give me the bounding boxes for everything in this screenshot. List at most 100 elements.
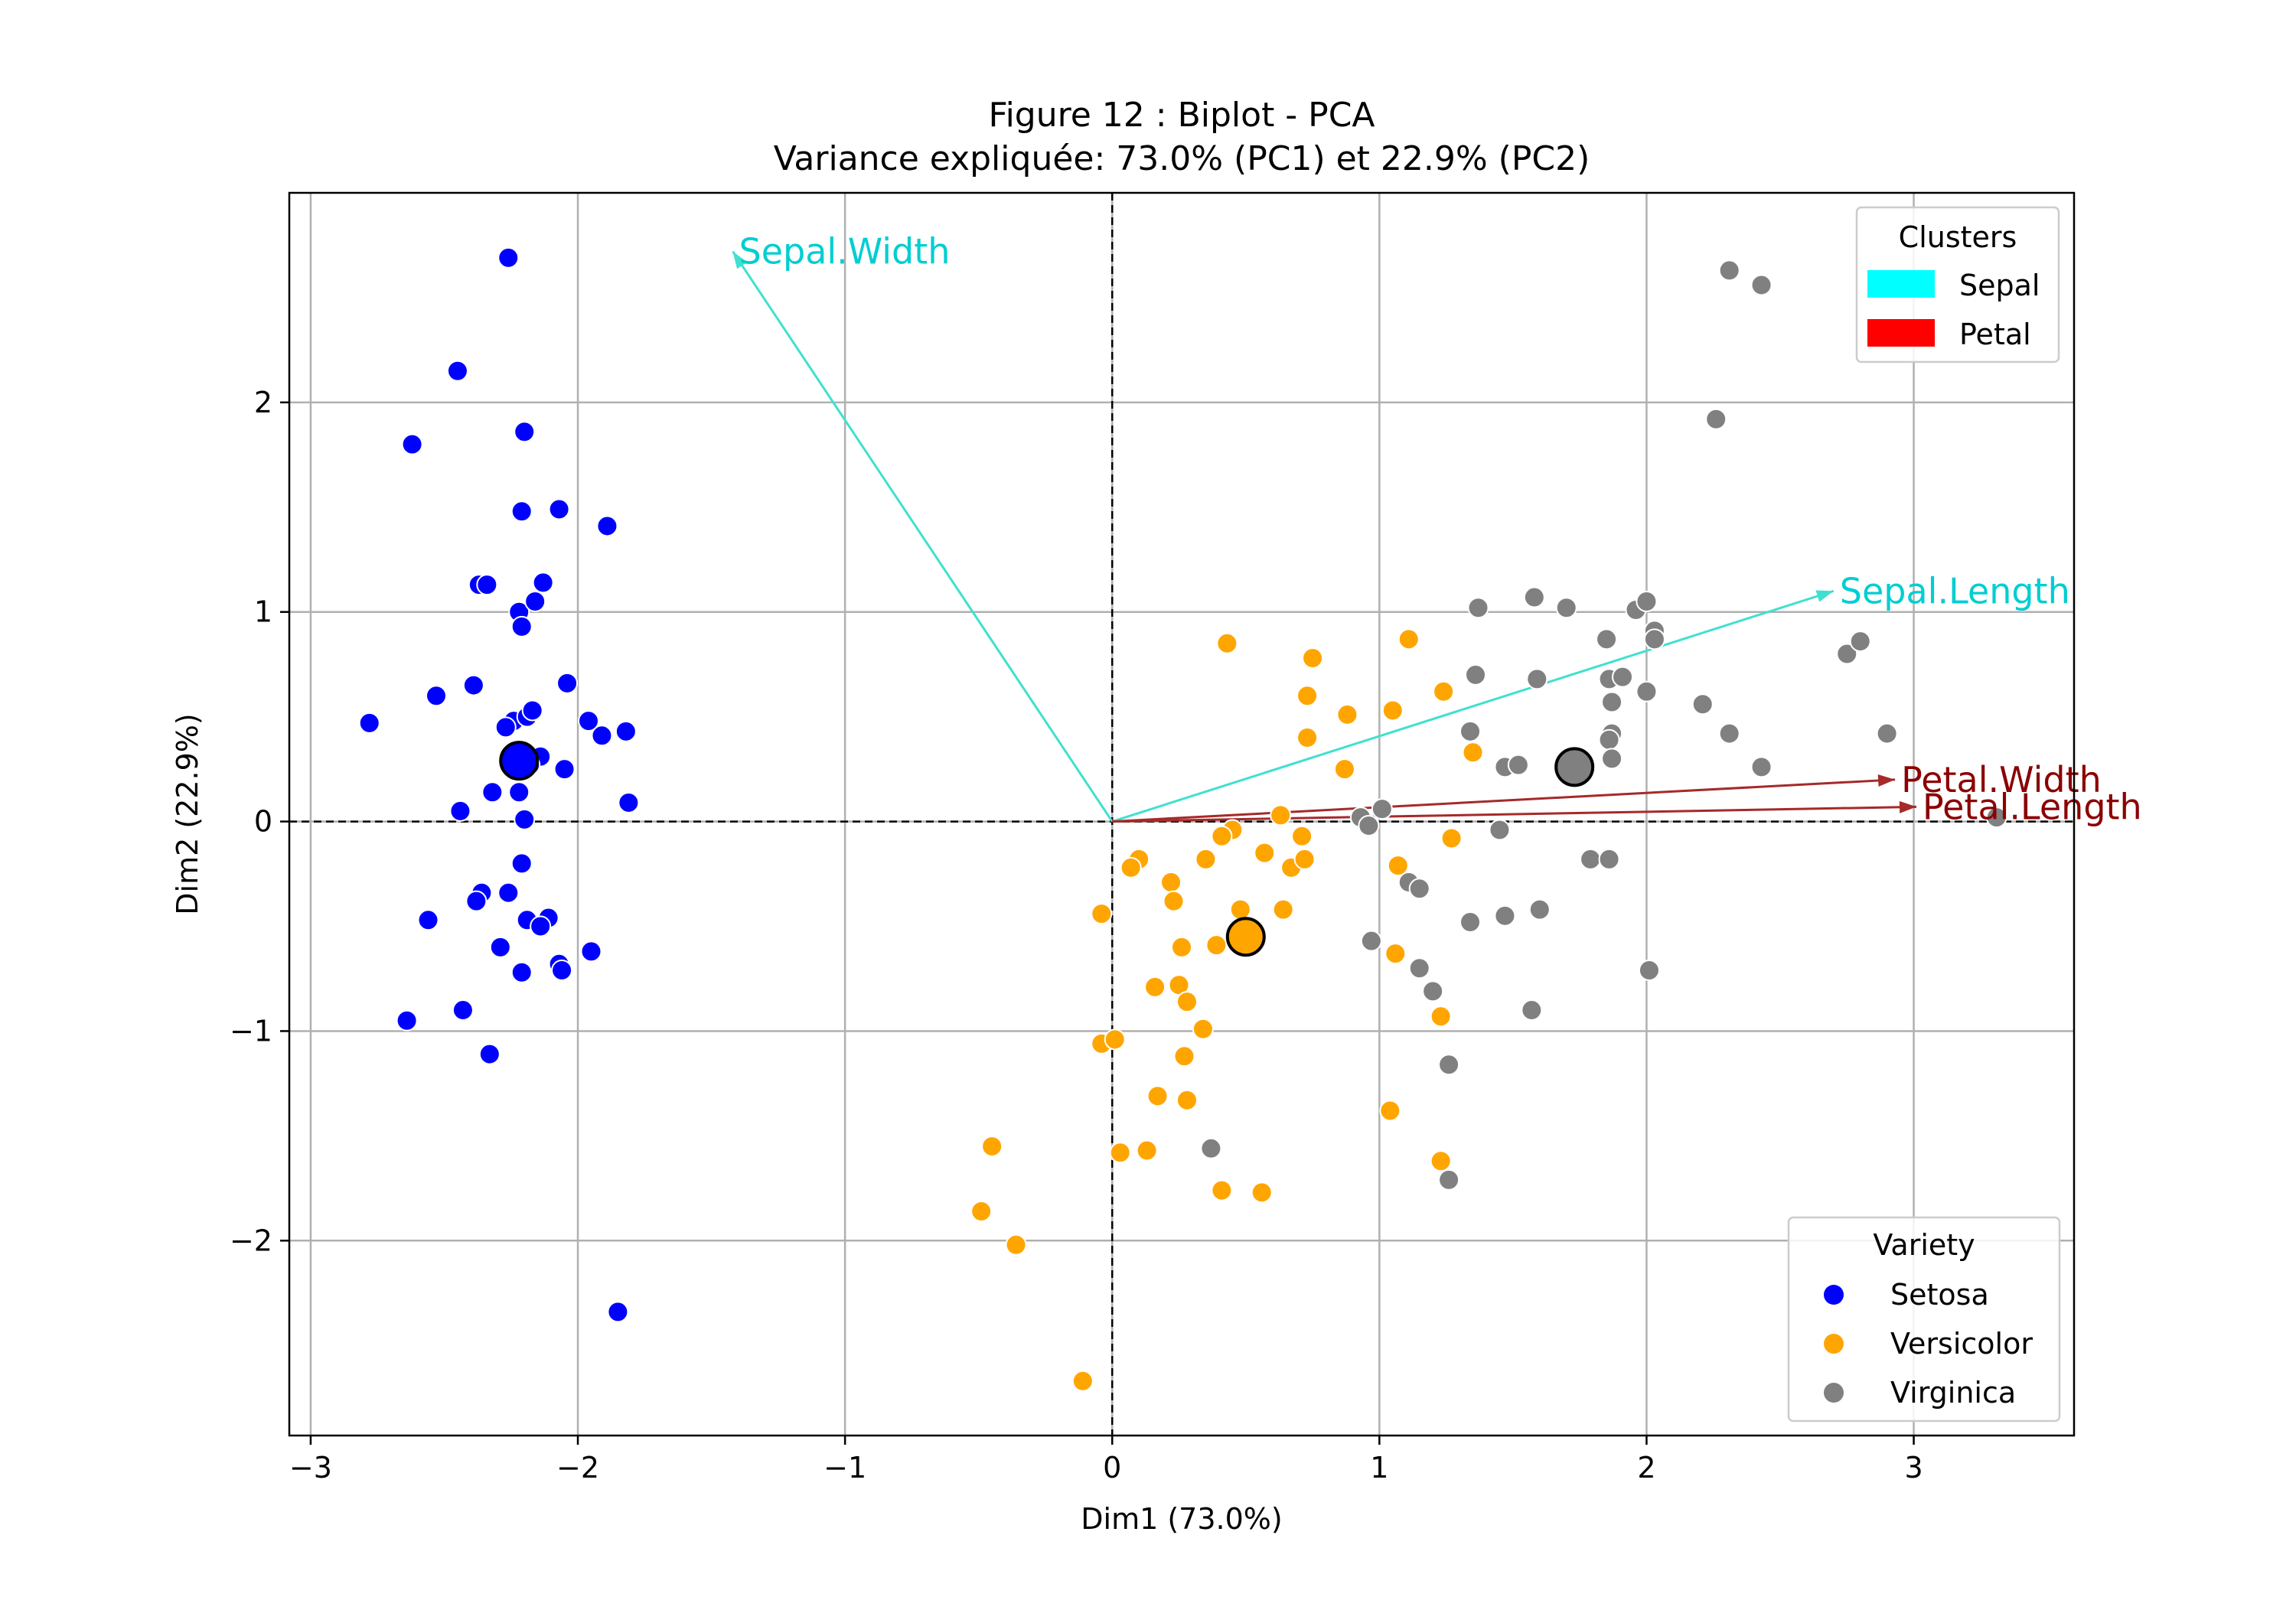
point-virginica (1521, 999, 1543, 1022)
point-versicolor (1270, 804, 1292, 826)
loading-arrow-sepal-width (732, 250, 1114, 823)
point-versicolor (1173, 1045, 1195, 1067)
point-versicolor (1211, 1179, 1233, 1201)
x-tick-label: −1 (823, 1451, 866, 1485)
point-virginica (1465, 663, 1487, 686)
point-versicolor (1176, 1089, 1198, 1111)
series-virginica (1200, 259, 2007, 1191)
point-virginica (1836, 643, 1858, 665)
point-setosa (607, 1301, 629, 1323)
plot-frame (288, 191, 2076, 1437)
legend-marker-virginica (1824, 1383, 1844, 1403)
loading-label-petal-length: Petal.Length (1923, 786, 2142, 827)
y-axis-ticks: −2 −1 0 1 2 (230, 386, 289, 1257)
point-versicolor (1397, 628, 1420, 650)
point-setosa (494, 716, 517, 738)
point-setosa (446, 360, 468, 382)
point-setosa (548, 498, 570, 520)
point-virginica (1459, 720, 1482, 742)
point-virginica (1580, 848, 1602, 870)
series-versicolor (970, 628, 1484, 1392)
y-tick-label: −1 (230, 1014, 272, 1048)
x-tick-label: −2 (556, 1451, 599, 1485)
point-setosa (556, 672, 579, 694)
loading-vectors (732, 250, 1917, 823)
point-virginica (1467, 597, 1489, 619)
point-setosa (577, 710, 599, 732)
point-setosa (396, 1009, 418, 1032)
point-versicolor (1146, 1085, 1169, 1107)
point-setosa (449, 800, 471, 822)
point-versicolor (1229, 898, 1251, 921)
point-virginica (1876, 722, 1898, 745)
point-versicolor (1430, 1150, 1452, 1172)
point-versicolor (1216, 632, 1238, 654)
point-setosa (489, 936, 511, 958)
point-versicolor (1195, 848, 1217, 870)
legend-marker-versicolor (1824, 1334, 1844, 1354)
point-versicolor (1296, 727, 1319, 749)
chart-title: Figure 12 : Biplot - PCA (988, 96, 1375, 135)
loading-label-sepal-width: Sepal.Width (739, 231, 951, 272)
legend-swatch-sepal (1867, 270, 1935, 298)
point-setosa (530, 915, 552, 937)
reference-lines (289, 193, 2074, 1436)
x-tick-label: 0 (1103, 1451, 1121, 1485)
point-virginica (1601, 691, 1623, 713)
point-setosa (465, 890, 488, 912)
loading-arrow-sepal-length (1111, 589, 1835, 823)
point-virginica (1643, 628, 1665, 650)
point-virginica (1598, 728, 1620, 751)
chart-subtitle: Variance expliquée: 73.0% (PC1) et 22.9%… (774, 139, 1590, 178)
point-setosa (401, 433, 423, 455)
point-virginica (1705, 408, 1727, 430)
point-virginica (1555, 597, 1577, 619)
loading-arrow-petal-width (1112, 778, 1896, 823)
point-setosa (615, 720, 637, 742)
point-virginica (1636, 591, 1658, 613)
point-versicolor (1254, 842, 1276, 864)
x-tick-label: 2 (1637, 1451, 1655, 1485)
point-virginica (1849, 631, 1871, 653)
point-virginica (1371, 798, 1393, 820)
point-virginica (1408, 957, 1430, 979)
point-setosa (478, 1043, 501, 1065)
legend-label-petal: Petal (1959, 318, 2031, 351)
point-setosa (514, 421, 536, 443)
point-setosa (510, 852, 533, 875)
point-setosa (591, 725, 613, 747)
point-versicolor (1163, 890, 1185, 912)
point-versicolor (1384, 943, 1407, 965)
point-virginica (1422, 980, 1444, 1002)
point-versicolor (1160, 872, 1182, 894)
centroid-virginica (1554, 747, 1595, 787)
legend-label-versicolor: Versicolor (1890, 1327, 2033, 1361)
x-axis-ticks: −3 −2 −1 0 1 2 3 (289, 1436, 1923, 1485)
centroid-versicolor (1225, 917, 1266, 957)
point-setosa (508, 781, 530, 803)
legend-clusters: Clusters Sepal Petal (1855, 206, 2060, 363)
y-axis-label: Dim2 (22.9%) (171, 713, 204, 914)
point-setosa (497, 882, 520, 904)
point-virginica (1636, 680, 1658, 702)
centroids (499, 741, 1595, 957)
point-versicolor (1120, 856, 1142, 878)
point-versicolor (1381, 699, 1404, 722)
point-virginica (1985, 807, 2007, 829)
point-versicolor (1336, 703, 1358, 725)
point-versicolor (981, 1136, 1003, 1158)
legend-marker-setosa (1824, 1285, 1844, 1305)
point-virginica (1718, 259, 1740, 282)
point-setosa (551, 960, 573, 982)
point-versicolor (1462, 741, 1484, 764)
x-tick-label: −3 (289, 1451, 332, 1485)
y-tick-label: 0 (254, 805, 272, 839)
point-setosa (553, 758, 576, 781)
centroid-setosa (499, 741, 540, 781)
point-versicolor (1091, 903, 1113, 925)
y-tick-label: 2 (254, 386, 272, 419)
point-versicolor (1211, 825, 1233, 847)
point-virginica (1601, 748, 1623, 770)
point-virginica (1408, 878, 1430, 900)
point-versicolor (1192, 1018, 1214, 1040)
